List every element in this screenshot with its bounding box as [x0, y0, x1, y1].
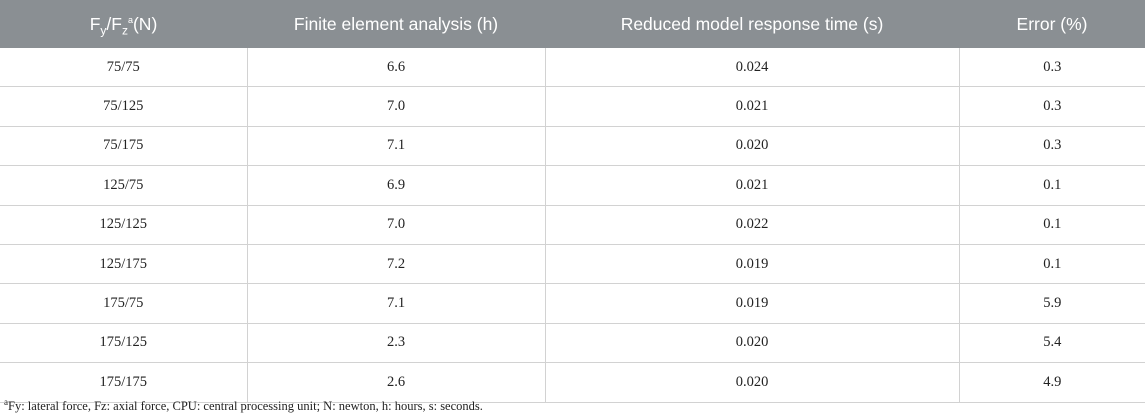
cell-fea-time: 2.3	[247, 323, 546, 364]
cell-fea-time: 7.0	[247, 205, 546, 245]
cell-error: 5.9	[959, 283, 1145, 324]
cell-error: 5.4	[959, 323, 1145, 364]
table-footnote: aFy: lateral force, Fz: axial force, CPU…	[4, 396, 483, 414]
cell-error: 4.9	[959, 362, 1145, 403]
cell-error: 0.3	[959, 86, 1145, 127]
cell-reduced-time: 0.021	[545, 165, 960, 206]
table-row: 75/175 7.1 0.020 0.3	[0, 126, 1145, 167]
cell-reduced-time: 0.019	[545, 244, 960, 285]
cell-force: 125/175	[0, 244, 248, 285]
cell-reduced-time: 0.022	[545, 205, 960, 245]
table-row: 125/75 6.9 0.021 0.1	[0, 165, 1145, 206]
cell-force: 75/125	[0, 86, 248, 127]
cell-fea-time: 6.9	[247, 165, 546, 206]
header-reduced-model-time: Reduced model response time (s)	[545, 0, 959, 48]
footnote-marker: a	[4, 396, 8, 407]
cell-reduced-time: 0.024	[545, 48, 960, 88]
header-row: Fy/Fza(N) Finite element analysis (h) Re…	[0, 0, 1145, 48]
cell-fea-time: 6.6	[247, 48, 546, 88]
table-row: 75/75 6.6 0.024 0.3	[0, 48, 1145, 88]
cell-force: 175/75	[0, 283, 248, 324]
cell-fea-time: 7.1	[247, 283, 546, 324]
cell-reduced-time: 0.020	[545, 362, 960, 403]
cell-force: 125/75	[0, 165, 248, 206]
cell-force: 75/175	[0, 126, 248, 167]
cell-error: 0.3	[959, 48, 1145, 88]
cell-reduced-time: 0.021	[545, 86, 960, 127]
cell-fea-time: 2.6	[247, 362, 546, 403]
cell-force: 125/125	[0, 205, 248, 245]
cell-fea-time: 7.1	[247, 126, 546, 167]
header-force: Fy/Fza(N)	[0, 0, 247, 48]
cell-fea-time: 7.2	[247, 244, 546, 285]
cell-force: 175/125	[0, 323, 248, 364]
cell-reduced-time: 0.019	[545, 283, 960, 324]
results-table: Fy/Fza(N) Finite element analysis (h) Re…	[0, 0, 1145, 403]
cell-reduced-time: 0.020	[545, 126, 960, 167]
cell-error: 0.1	[959, 205, 1145, 245]
header-error: Error (%)	[959, 0, 1145, 48]
cell-error: 0.1	[959, 244, 1145, 285]
footnote-text: Fy: lateral force, Fz: axial force, CPU:…	[8, 399, 483, 413]
cell-reduced-time: 0.020	[545, 323, 960, 364]
cell-fea-time: 7.0	[247, 86, 546, 127]
table-row: 125/125 7.0 0.022 0.1	[0, 205, 1145, 245]
table-row: 175/75 7.1 0.019 5.9	[0, 283, 1145, 324]
table-row: 175/125 2.3 0.020 5.4	[0, 323, 1145, 364]
table-row: 75/125 7.0 0.021 0.3	[0, 86, 1145, 127]
table-row: 175/175 2.6 0.020 4.9	[0, 362, 1145, 403]
cell-force: 75/75	[0, 48, 248, 88]
cell-error: 0.3	[959, 126, 1145, 167]
header-fea-time: Finite element analysis (h)	[247, 0, 545, 48]
cell-error: 0.1	[959, 165, 1145, 206]
cell-force: 175/175	[0, 362, 248, 403]
table-row: 125/175 7.2 0.019 0.1	[0, 244, 1145, 285]
